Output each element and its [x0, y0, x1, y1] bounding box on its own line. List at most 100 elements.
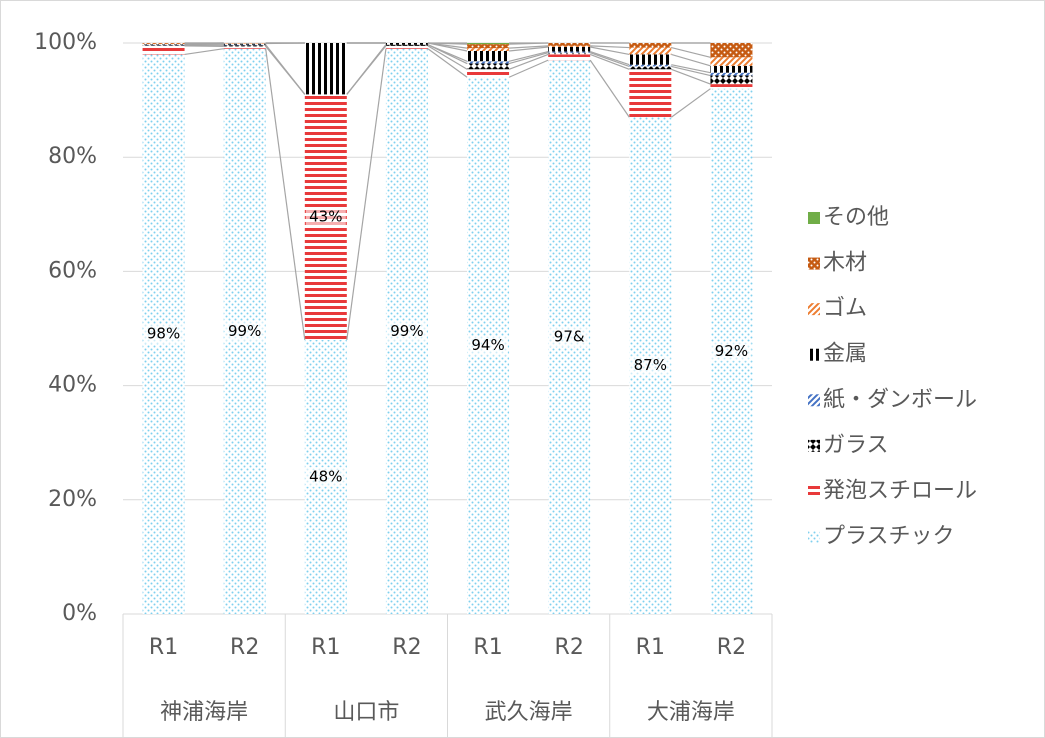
group-label: 神浦海岸 [160, 700, 248, 725]
bar-segment [629, 66, 672, 70]
data-label: 87% [634, 356, 667, 374]
bar-segment [629, 54, 672, 65]
legend-swatch [808, 531, 820, 543]
bar-segment [629, 43, 672, 48]
bar-segment [142, 43, 185, 44]
data-label: 99% [390, 322, 423, 340]
series-line [508, 53, 549, 70]
bar-segment [385, 45, 428, 49]
bar-segment [385, 44, 428, 46]
bar-segment [223, 45, 266, 47]
group-label: 山口市 [333, 700, 399, 725]
y-tick-label: 80% [48, 144, 97, 169]
bar-segment [142, 43, 185, 45]
data-label-bg [711, 341, 752, 362]
bar-segment [548, 52, 591, 55]
bar-segment [142, 45, 185, 55]
data-label: 48% [309, 467, 342, 485]
data-label-bg [305, 466, 346, 487]
series-line [427, 48, 468, 78]
bar-segment [548, 54, 591, 61]
bar-segment [710, 72, 753, 76]
data-label-bg [630, 355, 671, 376]
series-line [671, 46, 711, 58]
bar-segment [467, 50, 510, 62]
series-line [509, 46, 549, 52]
bar-segment [142, 45, 185, 46]
bar-segment [548, 46, 591, 52]
bar-segment [467, 69, 510, 78]
data-label: 99% [228, 322, 261, 340]
bar-segment [223, 44, 266, 46]
legend-swatch [808, 303, 820, 316]
series-line [589, 52, 630, 67]
legend-label: 紙・ダンボール [823, 387, 977, 412]
bar-segment [710, 75, 753, 85]
legend-label: 木材 [823, 251, 867, 276]
bar-segment [467, 61, 510, 64]
bar-segment [548, 43, 591, 46]
series-line [589, 50, 630, 66]
legend-swatch [808, 348, 820, 361]
bar-segment [142, 44, 185, 45]
data-label: 97& [554, 328, 585, 346]
data-label-bg [305, 207, 346, 228]
data-label: 43% [309, 208, 342, 226]
series-line [427, 42, 468, 49]
data-label: 98% [147, 325, 180, 343]
bar-segment [629, 64, 672, 67]
legend-label: 発泡スチロール [823, 478, 977, 503]
series-line [346, 44, 387, 95]
legend-label: その他 [823, 205, 889, 230]
bar-segment [548, 51, 591, 53]
series-line [265, 44, 306, 95]
series-line [590, 46, 630, 56]
legend-label: ガラス [823, 433, 889, 458]
series-line [509, 45, 549, 49]
x-tick-label: R2 [717, 635, 746, 660]
data-label-bg [549, 327, 590, 348]
bar-segment [467, 63, 510, 70]
series-line [671, 64, 711, 74]
bar-segment [629, 69, 672, 118]
legend-label: 金属 [823, 342, 867, 367]
legend-swatch [808, 485, 820, 498]
series-line [427, 44, 468, 62]
y-tick-label: 0% [62, 601, 97, 626]
x-tick-label: R1 [473, 635, 502, 660]
bar-segment [304, 43, 347, 95]
data-label-bg [224, 321, 265, 342]
series-line [508, 52, 549, 65]
bar-segment [223, 46, 266, 49]
series-line [671, 53, 711, 67]
legend-swatch [808, 212, 820, 224]
y-tick-label: 20% [48, 487, 97, 512]
x-tick-label: R2 [555, 635, 584, 660]
data-label: 94% [471, 336, 504, 354]
legend-label: ゴム [823, 296, 867, 321]
legend-label: プラスチック [823, 524, 955, 549]
bar-segment [710, 65, 753, 73]
series-line [184, 48, 224, 56]
x-tick-label: R1 [311, 635, 340, 660]
series-line [589, 59, 630, 118]
series-line [589, 53, 630, 70]
series-line [508, 59, 549, 78]
group-label: 大浦海岸 [647, 700, 735, 725]
bar-segment [467, 48, 510, 51]
bar-segment [223, 43, 266, 44]
bar-segment [710, 84, 753, 89]
data-label-bg [386, 321, 427, 342]
series-line [184, 45, 224, 48]
x-tick-label: R2 [392, 635, 421, 660]
data-label-bg [143, 324, 184, 345]
bar-segment [710, 57, 753, 66]
series-line [427, 45, 468, 70]
series-line [508, 50, 549, 62]
series-line [346, 48, 387, 340]
bar-segment [385, 43, 428, 45]
legend-swatch [808, 439, 820, 452]
data-label-bg [468, 335, 509, 356]
bar-segment [142, 44, 185, 46]
